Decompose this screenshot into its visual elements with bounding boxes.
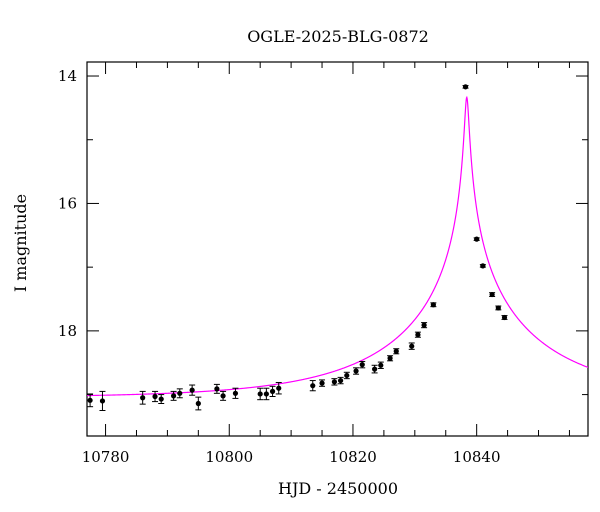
data-marker bbox=[158, 396, 164, 402]
data-marker bbox=[189, 387, 195, 393]
data-point bbox=[501, 314, 508, 321]
data-marker bbox=[359, 362, 365, 368]
data-marker bbox=[372, 366, 378, 372]
data-marker bbox=[195, 400, 201, 407]
data-points-layer bbox=[87, 84, 508, 412]
data-marker bbox=[170, 393, 177, 399]
y-tick-label: 18 bbox=[58, 322, 77, 340]
data-point bbox=[489, 291, 496, 298]
data-marker bbox=[140, 395, 146, 401]
x-tick-label: 10820 bbox=[329, 448, 377, 466]
data-marker bbox=[276, 385, 282, 391]
data-point bbox=[319, 379, 326, 387]
data-point bbox=[421, 322, 428, 329]
data-point bbox=[343, 371, 350, 380]
data-point bbox=[213, 383, 220, 394]
data-marker bbox=[489, 291, 495, 298]
data-marker bbox=[480, 263, 486, 269]
data-marker bbox=[409, 343, 415, 349]
y-axis-label: I magnitude bbox=[11, 194, 30, 292]
data-marker bbox=[393, 348, 399, 354]
x-tick-label: 10840 bbox=[453, 448, 501, 466]
data-point bbox=[195, 396, 202, 411]
data-marker bbox=[474, 236, 480, 242]
data-point bbox=[139, 390, 146, 405]
data-point bbox=[170, 390, 177, 401]
data-marker bbox=[214, 386, 220, 392]
data-marker bbox=[421, 322, 427, 328]
data-point bbox=[87, 393, 94, 408]
data-point bbox=[232, 387, 239, 399]
x-axis-label: HJD - 2450000 bbox=[278, 479, 398, 498]
plot-border bbox=[86, 61, 589, 437]
data-point bbox=[331, 378, 338, 386]
data-point bbox=[430, 302, 437, 308]
data-marker bbox=[378, 362, 384, 368]
data-point bbox=[359, 360, 366, 369]
data-marker bbox=[87, 397, 93, 403]
data-marker bbox=[152, 393, 158, 400]
data-point bbox=[462, 84, 469, 90]
chart-title: OGLE-2025-BLG-0872 bbox=[247, 27, 429, 46]
data-point bbox=[269, 385, 276, 397]
data-marker bbox=[263, 391, 269, 397]
model-curve bbox=[87, 95, 588, 397]
data-point bbox=[189, 384, 196, 396]
data-point bbox=[353, 367, 360, 375]
data-marker bbox=[387, 355, 393, 361]
data-marker bbox=[501, 314, 508, 321]
data-point bbox=[337, 376, 344, 385]
data-point bbox=[309, 380, 316, 392]
data-marker bbox=[353, 368, 359, 374]
plot-frame bbox=[86, 61, 589, 437]
data-marker bbox=[319, 380, 325, 386]
data-marker bbox=[177, 390, 183, 396]
data-point bbox=[257, 387, 264, 401]
data-point bbox=[152, 390, 159, 403]
data-marker bbox=[495, 305, 501, 311]
data-marker bbox=[220, 393, 226, 399]
x-tick-label: 10780 bbox=[82, 448, 130, 466]
data-marker bbox=[462, 84, 469, 90]
data-point bbox=[414, 331, 421, 338]
data-marker bbox=[415, 332, 421, 338]
data-marker bbox=[99, 398, 106, 404]
data-point bbox=[176, 388, 183, 399]
data-marker bbox=[232, 390, 239, 396]
data-marker bbox=[344, 372, 350, 379]
data-marker bbox=[257, 391, 263, 397]
model-curve-layer bbox=[87, 95, 588, 397]
data-marker bbox=[331, 379, 338, 385]
y-tick-label: 16 bbox=[58, 194, 77, 212]
data-point bbox=[473, 236, 480, 242]
data-point bbox=[99, 390, 106, 412]
data-point bbox=[479, 263, 486, 269]
data-marker bbox=[310, 383, 316, 389]
data-point bbox=[220, 390, 227, 401]
data-marker bbox=[269, 388, 276, 395]
data-point bbox=[263, 387, 270, 401]
data-marker bbox=[430, 302, 436, 308]
data-point bbox=[408, 342, 415, 350]
data-point bbox=[393, 348, 400, 355]
data-marker bbox=[337, 377, 344, 384]
y-tick-label: 14 bbox=[58, 67, 77, 85]
data-point bbox=[387, 355, 394, 362]
data-point bbox=[377, 361, 384, 369]
data-point bbox=[275, 381, 282, 395]
x-tick-label: 10800 bbox=[205, 448, 253, 466]
axis-ticks: 10780 10800 10820 10840 14 16 18 bbox=[58, 62, 588, 466]
data-point bbox=[371, 364, 378, 374]
data-point bbox=[495, 305, 502, 311]
data-point bbox=[158, 394, 165, 405]
